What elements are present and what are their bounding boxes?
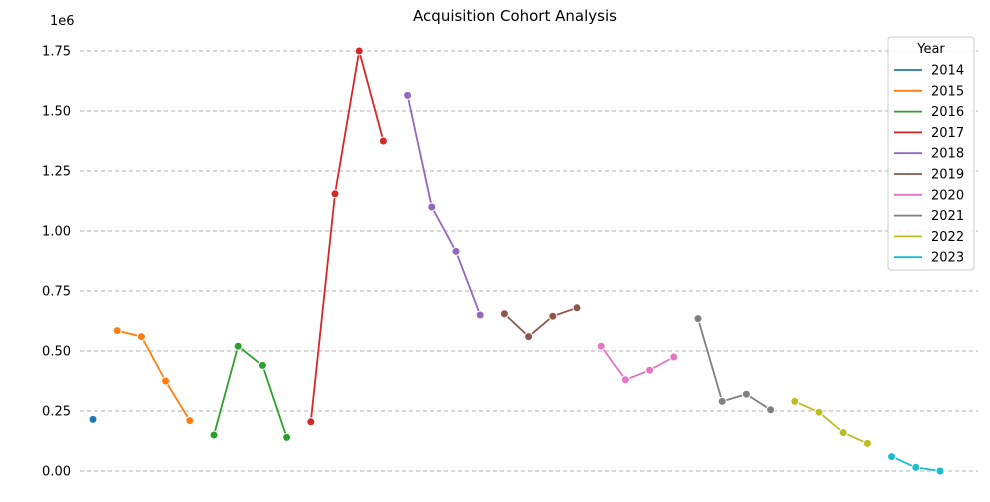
data-point — [451, 246, 461, 256]
data-series — [88, 46, 945, 476]
data-point — [814, 407, 824, 417]
data-point — [572, 303, 582, 313]
legend-label: 2015 — [931, 84, 964, 99]
legend-item-2022: 2022 — [894, 230, 964, 245]
data-point — [499, 309, 509, 319]
data-point — [669, 352, 679, 362]
y-tick-label: 1.00 — [42, 225, 71, 240]
data-point — [257, 360, 267, 370]
series-line — [309, 50, 385, 422]
series-line — [503, 306, 578, 338]
data-point — [887, 452, 897, 462]
data-point — [112, 326, 122, 336]
data-point — [209, 430, 219, 440]
legend-item-2014: 2014 — [894, 64, 964, 79]
legend-label: 2014 — [931, 64, 964, 79]
data-point — [330, 189, 340, 199]
legend-label: 2020 — [931, 188, 964, 203]
series-2015 — [112, 326, 195, 426]
data-point — [838, 428, 848, 438]
data-point — [306, 417, 316, 427]
legend-item-2019: 2019 — [894, 168, 964, 183]
gridlines — [80, 50, 978, 472]
series-2021 — [693, 314, 776, 415]
data-point — [354, 46, 364, 56]
data-point — [185, 416, 195, 426]
series-line — [794, 400, 868, 445]
y-axis-tick-labels: 0.00 0.25 0.50 0.75 1.00 1.25 1.50 1.75 — [42, 45, 71, 480]
data-point — [548, 311, 558, 321]
series-line — [406, 95, 482, 316]
data-point — [790, 396, 800, 406]
legend-label: 2022 — [931, 230, 964, 245]
legend-label: 2017 — [931, 126, 964, 141]
data-point — [524, 332, 534, 342]
data-point — [475, 310, 485, 320]
data-point — [403, 90, 413, 100]
legend-label: 2018 — [931, 147, 964, 162]
legend-label: 2016 — [931, 105, 964, 120]
data-point — [717, 396, 727, 406]
series-line — [600, 345, 675, 381]
series-2019 — [499, 303, 582, 342]
data-point — [596, 341, 606, 351]
data-point — [645, 365, 655, 375]
y-tick-label: 1.50 — [42, 105, 71, 120]
legend-box — [887, 36, 975, 271]
legend-item-2020: 2020 — [894, 188, 964, 203]
y-tick-label: 0.75 — [42, 285, 71, 300]
y-tick-label: 0.25 — [42, 405, 71, 420]
data-point — [233, 341, 243, 351]
data-point — [378, 136, 388, 146]
data-point — [427, 202, 437, 212]
data-point — [862, 438, 872, 448]
data-point — [88, 414, 98, 424]
series-2023 — [887, 452, 945, 476]
y-tick-label: 0.50 — [42, 345, 71, 360]
data-point — [161, 376, 171, 386]
series-2014 — [88, 414, 98, 424]
legend-title: Year — [916, 42, 945, 57]
series-2020 — [596, 341, 679, 385]
data-point — [766, 405, 776, 415]
data-point — [282, 432, 292, 442]
y-tick-label: 1.25 — [42, 165, 71, 180]
series-line — [116, 329, 191, 422]
y-tick-label: 0.00 — [42, 465, 71, 480]
series-2018 — [403, 90, 485, 320]
legend-item-2018: 2018 — [894, 147, 964, 162]
legend-item-2023: 2023 — [894, 251, 964, 266]
data-point — [620, 375, 630, 385]
legend: Year 2014 2015 2016 2017 2018 2019 2020 2021 202… — [887, 36, 975, 271]
legend-item-2015: 2015 — [894, 84, 964, 99]
series-2017 — [306, 46, 388, 427]
series-2022 — [790, 396, 872, 448]
data-point — [935, 466, 945, 476]
legend-label: 2019 — [931, 168, 964, 183]
legend-item-2016: 2016 — [894, 105, 964, 120]
data-point — [136, 332, 146, 342]
series-line — [213, 345, 288, 438]
legend-item-2017: 2017 — [894, 126, 964, 141]
series-line — [697, 318, 772, 411]
legend-item-2021: 2021 — [894, 209, 964, 224]
legend-label: 2021 — [931, 209, 964, 224]
data-point — [693, 314, 703, 324]
y-tick-label: 1.75 — [42, 45, 71, 60]
data-point — [911, 462, 921, 472]
data-point — [741, 389, 751, 399]
y-axis-offset-label: 1e6 — [50, 14, 75, 29]
legend-label: 2023 — [931, 251, 964, 266]
chart-title: Acquisition Cohort Analysis — [413, 7, 617, 25]
series-2016 — [209, 341, 292, 442]
